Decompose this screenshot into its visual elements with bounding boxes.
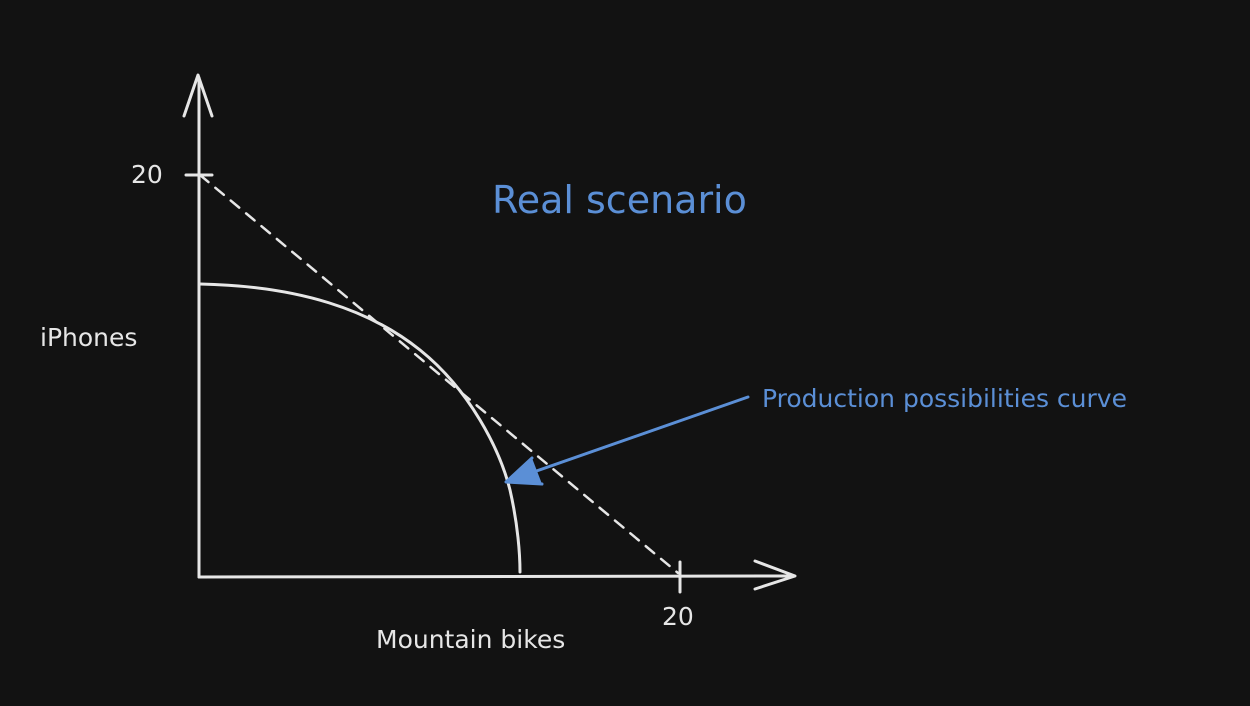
annotation-arrow-head	[504, 456, 544, 486]
x-axis	[197, 559, 797, 594]
dashed-tradeoff-line	[198, 173, 680, 575]
x-tick-label: 20	[662, 602, 694, 631]
x-axis-label: Mountain bikes	[376, 625, 565, 654]
annotation-arrow	[504, 395, 750, 486]
annotation-label: Production possibilities curve	[762, 384, 1127, 413]
x-axis-line	[197, 574, 796, 579]
annotation-arrow-shaft	[506, 395, 750, 483]
y-tick-label: 20	[131, 160, 163, 189]
y-axis-arrowhead	[182, 73, 214, 118]
diagram-title: Real scenario	[492, 178, 747, 222]
y-axis	[182, 73, 214, 579]
y-axis-label: iPhones	[40, 323, 137, 352]
x-axis-arrowhead	[753, 559, 797, 591]
production-possibilities-curve	[198, 282, 522, 574]
